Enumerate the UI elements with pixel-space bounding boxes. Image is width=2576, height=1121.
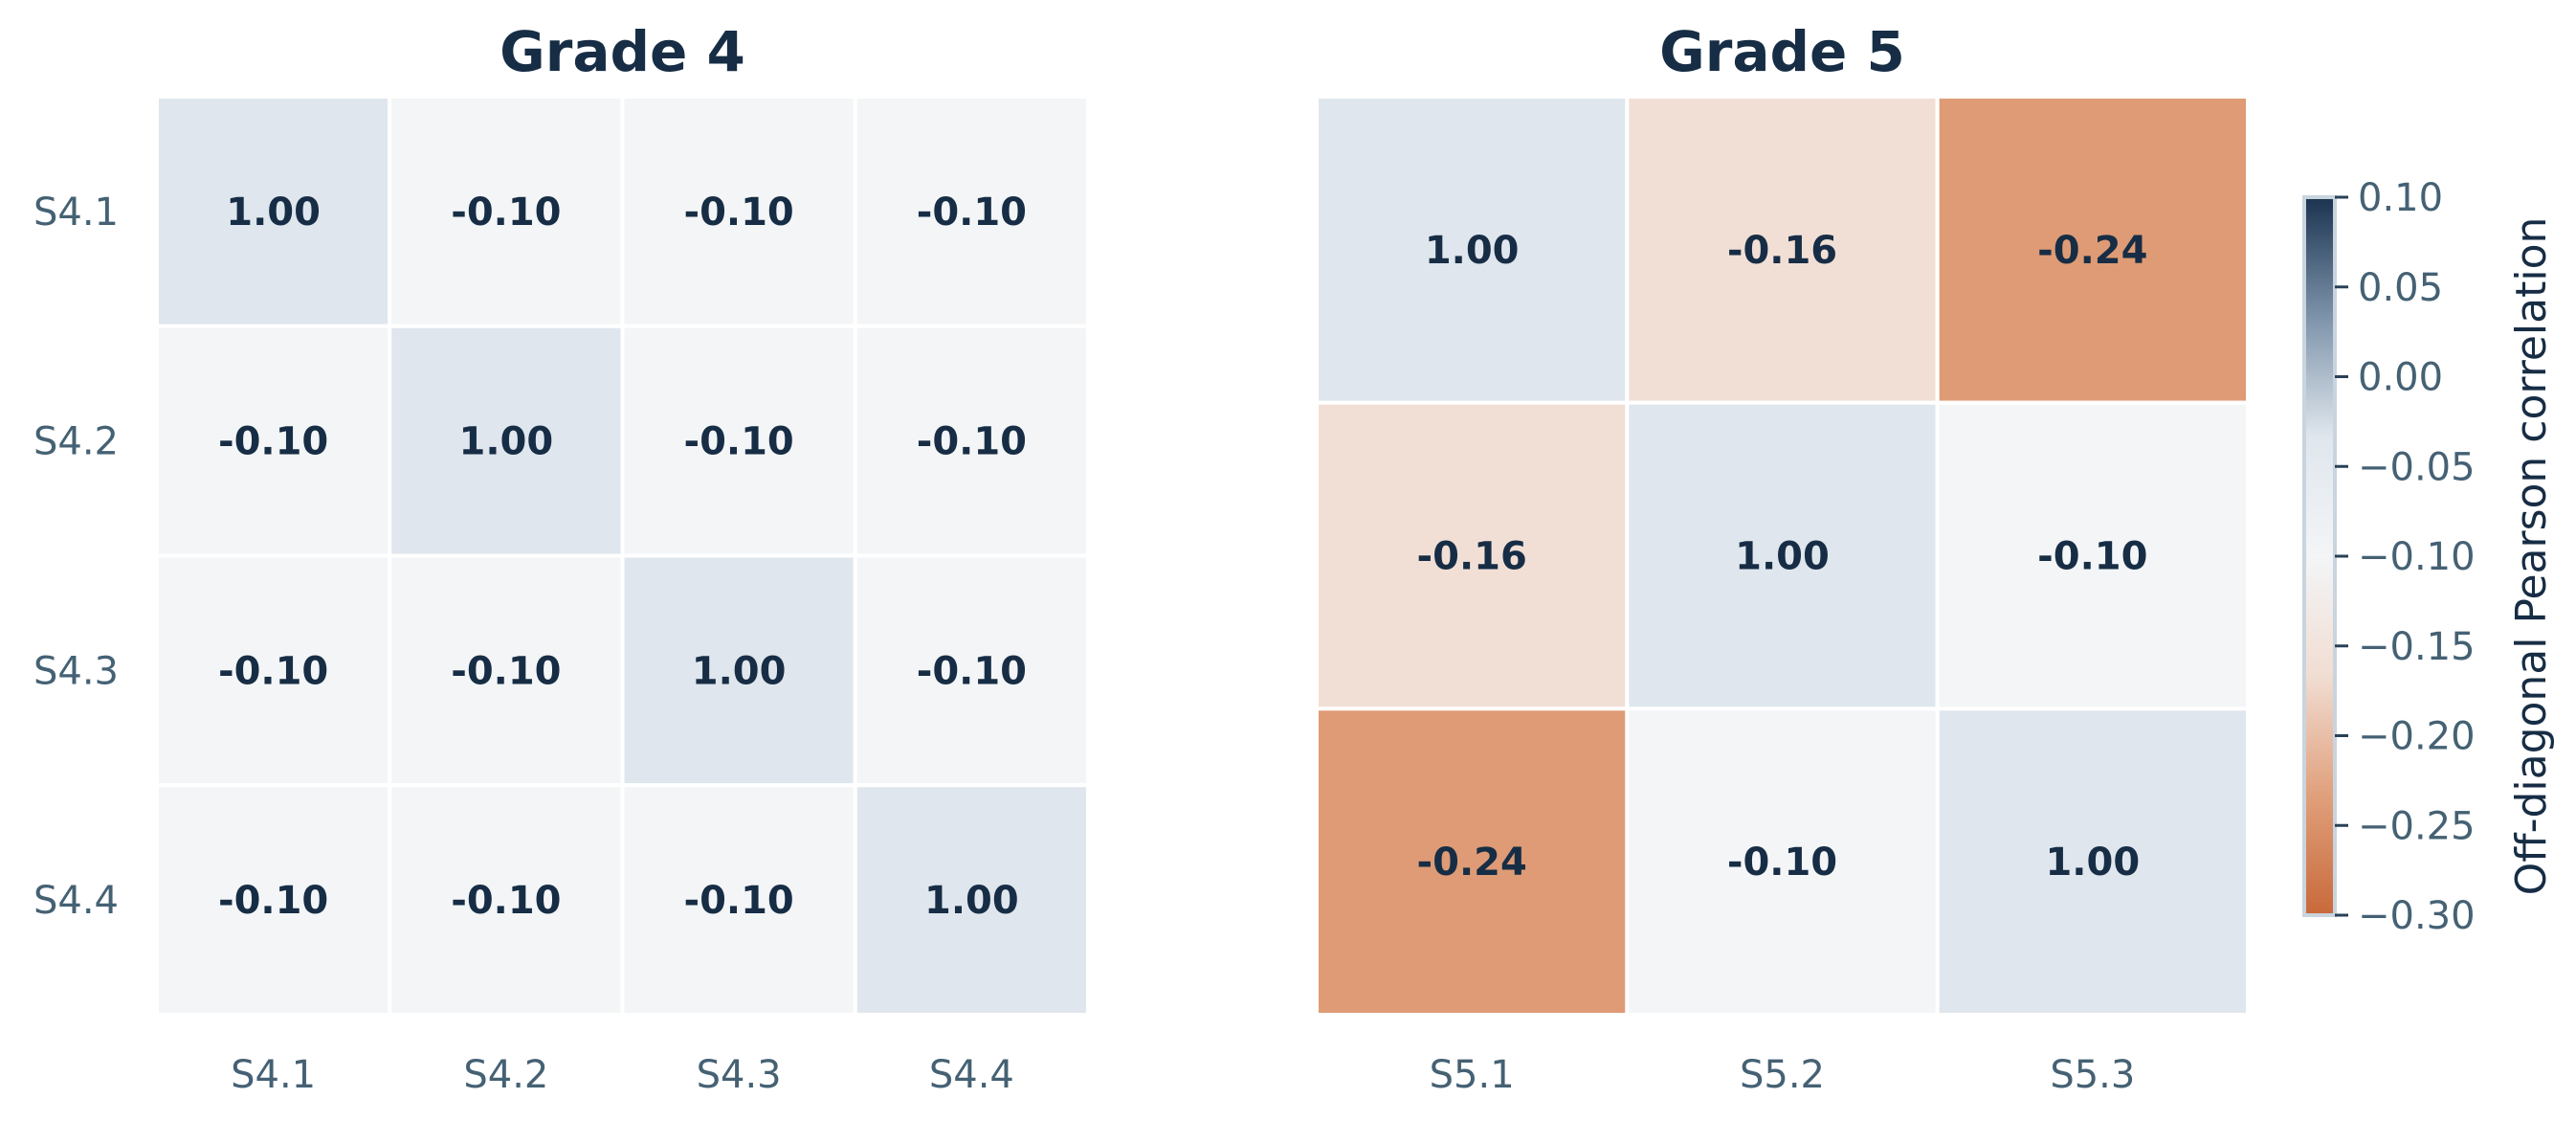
heatmap-cell [1935,706,2250,1017]
heatmap-cell [388,553,625,788]
y-tick-label: S4.2 [33,420,119,464]
x-tick-label: S4.2 [463,1053,548,1097]
colorbar-tick-label: −0.10 [2358,535,2476,579]
x-tick-label: S4.4 [929,1053,1014,1097]
heatmap-cell [853,553,1090,788]
colorbar-tick-label: 0.10 [2358,176,2443,220]
colorbar: 0.10 0.05 0.00 −0.05 −0.10 −0.15 −0.20 −0.25 −0.… [2302,176,2556,938]
heatmap-cell [155,783,392,1017]
cell-value-label: -0.10 [917,191,1027,235]
colorbar-tick-label: −0.05 [2358,445,2476,489]
heatmap-panel-1: Grade 4 1.00 -0.10 -0.10 -0.10 -0.10 1.00 -0.10… [33,19,1090,1097]
heatmap-panel-2: Grade 5 1.00 -0.16 -0.24 -0.16 1.00 -0.10 -0.24… [1315,19,2250,1097]
panel-title: Grade 5 [1659,19,1905,84]
colorbar-tick-label: −0.30 [2358,894,2476,938]
x-tick-label: S4.3 [697,1053,782,1097]
heatmap-cell [155,95,392,328]
heatmap-cell [1935,95,2250,405]
cell-value-label: -0.10 [218,879,328,923]
cell-value-label: -0.10 [218,420,328,464]
colorbar-tick-label: −0.15 [2358,625,2476,669]
cell-value-label: 1.00 [459,420,554,464]
cell-value-label: 1.00 [1735,535,1830,579]
heatmap-cell [1935,400,2250,711]
heatmap-cell [388,324,625,558]
colorbar-tick-label: 0.00 [2358,356,2443,400]
heatmap-cell [1625,95,1940,405]
x-tick-label: S4.1 [231,1053,316,1097]
y-tick-label: S4.3 [33,649,119,693]
cell-value-label: 1.00 [1425,229,1520,273]
cell-value-label: 1.00 [226,191,321,235]
heatmap-cell [853,783,1090,1017]
heatmap-cell [1315,400,1630,711]
heatmap-cell [853,324,1090,558]
colorbar-tick-label: 0.05 [2358,266,2443,310]
cell-value-label: -0.10 [917,420,1027,464]
cell-value-label: -0.16 [1727,229,1837,273]
cell-value-label: 1.00 [692,649,787,693]
cell-value-label: -0.10 [218,649,328,693]
y-tick-label: S4.1 [33,191,119,235]
heatmap-cell [388,95,625,328]
cell-value-label: 1.00 [924,879,1019,923]
x-tick-label: S5.3 [2050,1053,2135,1097]
cell-value-label: -0.10 [451,649,561,693]
heatmap-cell [388,783,625,1017]
cell-value-label: -0.10 [683,879,793,923]
cell-value-label: -0.24 [2037,229,2147,273]
cell-value-label: -0.16 [1417,535,1527,579]
cell-value-label: -0.24 [1417,841,1527,885]
panel-title: Grade 4 [500,19,745,84]
cell-value-label: -0.10 [2037,535,2147,579]
colorbar-tick-label: −0.25 [2358,804,2476,848]
x-tick-label: S5.2 [1740,1053,1825,1097]
heatmap-cell [1315,706,1630,1017]
colorbar-tick-label: −0.20 [2358,715,2476,759]
heatmap-cell [1625,400,1940,711]
cell-value-label: -0.10 [917,649,1027,693]
x-tick-label: S5.1 [1430,1053,1515,1097]
heatmap-cell [1315,95,1630,405]
cell-value-label: -0.10 [451,879,561,923]
cell-value-label: -0.10 [451,191,561,235]
y-tick-label: S4.4 [33,879,119,923]
cell-value-label: -0.10 [1727,841,1837,885]
heatmap-cell [620,95,857,328]
colorbar-gradient [2302,195,2337,917]
cell-value-label: 1.00 [2045,841,2140,885]
colorbar-label: Off-diagonal Pearson correlation [2507,217,2556,896]
heatmap-cell [853,95,1090,328]
cell-value-label: -0.10 [683,191,793,235]
cell-value-label: -0.10 [683,420,793,464]
